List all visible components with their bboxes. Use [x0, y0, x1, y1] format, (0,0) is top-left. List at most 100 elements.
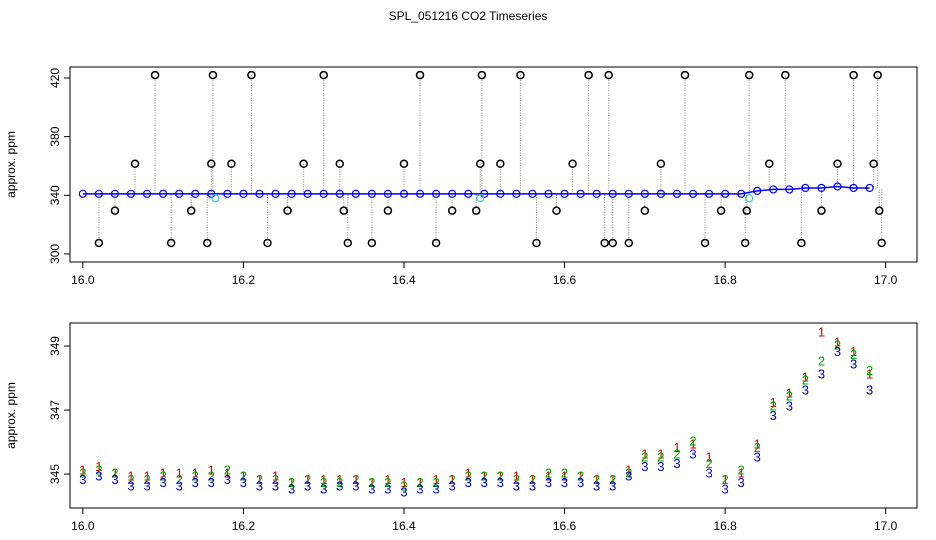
- marker-2: 2: [384, 475, 391, 490]
- outlier-point: [700, 238, 710, 248]
- marker-3: 3: [111, 472, 118, 487]
- main-point: [576, 189, 585, 198]
- marker-2: 2: [609, 472, 616, 487]
- marker-3: 3: [770, 408, 777, 423]
- marker-1: 1: [673, 440, 680, 455]
- marker-3: 3: [529, 478, 536, 493]
- marker-3: 3: [834, 344, 841, 359]
- marker-2: 2: [176, 472, 183, 487]
- x-tick-label: 16.6: [553, 273, 577, 287]
- main-point: [464, 189, 473, 198]
- marker-3: 3: [224, 472, 231, 487]
- marker-1: 1: [143, 469, 150, 484]
- marker-3: 3: [866, 382, 873, 397]
- y-tick-label: 345: [48, 464, 62, 484]
- outlier-point: [399, 159, 409, 169]
- marker-2: 2: [320, 475, 327, 490]
- marker-3: 3: [673, 456, 680, 471]
- marker-2: 2: [481, 469, 488, 484]
- x-tick-label: 16.4: [392, 519, 416, 533]
- outlier-point: [869, 159, 878, 169]
- marker-1: 1: [449, 472, 456, 487]
- main-point: [319, 189, 328, 198]
- marker-2: 2: [465, 469, 472, 484]
- marker-2: 2: [160, 469, 167, 484]
- marker-1: 1: [384, 472, 391, 487]
- x-tick-label: 17.0: [874, 273, 898, 287]
- flag-point: [745, 194, 754, 203]
- main-point: [191, 189, 200, 198]
- marker-1: 1: [256, 472, 263, 487]
- main-point: [640, 189, 649, 198]
- marker-1: 1: [416, 475, 423, 490]
- x-tick-label: 16.0: [71, 273, 95, 287]
- marker-3: 3: [850, 357, 857, 372]
- marker-1: 1: [625, 462, 632, 477]
- x-tick-label: 16.8: [713, 273, 737, 287]
- marker-1: 1: [545, 469, 552, 484]
- marker-1: 1: [722, 472, 729, 487]
- marker-1: 1: [368, 475, 375, 490]
- marker-1: 1: [657, 446, 664, 461]
- marker-1: 1: [754, 437, 761, 452]
- marker-2: 2: [593, 472, 600, 487]
- marker-2: 2: [449, 472, 456, 487]
- marker-3: 3: [513, 478, 520, 493]
- marker-1: 1: [95, 459, 102, 474]
- marker-1: 1: [802, 369, 809, 384]
- outlier-point: [447, 206, 457, 215]
- marker-2: 2: [143, 472, 150, 487]
- marker-3: 3: [481, 475, 488, 490]
- marker-1: 1: [208, 462, 215, 477]
- main-point: [448, 189, 457, 198]
- marker-3: 3: [432, 482, 439, 497]
- main-point: [142, 189, 152, 198]
- outlier-point: [186, 206, 196, 215]
- marker-3: 3: [593, 478, 600, 493]
- marker-3: 3: [657, 459, 664, 474]
- main-point: [383, 189, 393, 198]
- outlier-point: [150, 70, 160, 80]
- marker-3: 3: [320, 482, 327, 497]
- marker-2: 2: [352, 472, 359, 487]
- outlier-point: [94, 238, 104, 248]
- outlier-point: [740, 238, 750, 248]
- marker-1: 1: [786, 385, 793, 400]
- outlier-point: [477, 70, 487, 80]
- main-point: [78, 189, 87, 198]
- outlier-point: [877, 238, 886, 248]
- marker-1: 1: [240, 469, 247, 484]
- marker-3: 3: [609, 478, 616, 493]
- marker-2: 2: [111, 466, 118, 481]
- y-tick-label: 300: [48, 244, 62, 264]
- marker-3: 3: [384, 482, 391, 497]
- marker-3: 3: [368, 482, 375, 497]
- outlier-point: [319, 70, 328, 80]
- marker-1: 1: [738, 466, 745, 481]
- marker-2: 2: [545, 466, 552, 481]
- outlier-point: [516, 70, 525, 80]
- main-point: [721, 189, 730, 198]
- x-tick-label: 16.2: [232, 519, 256, 533]
- outlier-point: [130, 159, 140, 169]
- main-point: [126, 189, 136, 198]
- marker-3: 3: [577, 475, 584, 490]
- marker-1: 1: [561, 469, 568, 484]
- main-point: [704, 189, 714, 198]
- main-point: [560, 189, 569, 198]
- marker-1: 1: [400, 475, 407, 490]
- marker-2: 2: [256, 472, 263, 487]
- marker-2: 2: [786, 389, 793, 404]
- y-axis-title: approx. ppm: [4, 382, 18, 449]
- main-point: [769, 185, 778, 194]
- main-point: [335, 189, 344, 198]
- marker-1: 1: [705, 450, 712, 465]
- main-point: [849, 183, 858, 193]
- marker-1: 1: [127, 469, 134, 484]
- marker-3: 3: [449, 478, 456, 493]
- marker-1: 1: [111, 466, 118, 481]
- main-point: [367, 189, 376, 198]
- marker-2: 2: [689, 434, 696, 449]
- outlier-point: [873, 70, 882, 80]
- marker-2: 2: [705, 456, 712, 471]
